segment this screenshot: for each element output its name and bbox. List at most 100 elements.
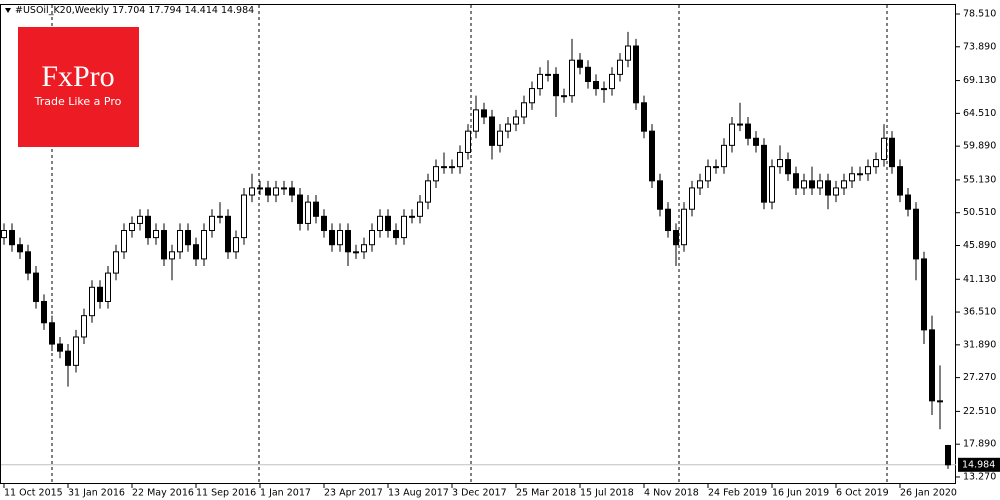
candle-body — [537, 73, 543, 90]
x-tick-label: 15 Jul 2018 — [580, 488, 634, 499]
candle-body — [49, 322, 55, 345]
close-value: 14.984 — [221, 5, 254, 16]
price-label: 14.984 — [962, 459, 995, 470]
candle-body — [849, 173, 855, 182]
candle-body — [361, 244, 367, 253]
candle-body — [153, 230, 159, 239]
candle-body — [441, 166, 447, 169]
candle-body — [241, 194, 247, 239]
candle-body — [297, 194, 303, 224]
candle-body — [673, 230, 679, 246]
candle-body — [561, 95, 567, 98]
candle-body — [265, 187, 271, 196]
y-tick-label: 27.270 — [963, 372, 996, 383]
candle-body — [329, 230, 335, 246]
y-tick-label: 13.270 — [963, 471, 996, 482]
candle-body — [897, 166, 903, 196]
candle-body — [81, 315, 87, 338]
x-tick-label: 22 May 2016 — [132, 488, 194, 499]
candle-body — [9, 230, 15, 246]
candle-body — [289, 187, 295, 196]
candle-body — [681, 208, 687, 246]
candle-body — [321, 215, 327, 232]
y-tick-label: 69.130 — [963, 75, 996, 86]
candle-body — [889, 137, 895, 168]
low-value: 14.414 — [185, 5, 218, 16]
candle-body — [577, 59, 583, 68]
candle-body — [609, 73, 615, 90]
candle-body — [761, 144, 767, 203]
open-value: 17.704 — [112, 5, 145, 16]
y-tick-label: 17.890 — [963, 439, 996, 450]
candle-body — [401, 215, 407, 239]
candle-body — [617, 59, 623, 75]
candle-body — [385, 215, 391, 232]
candle-body — [433, 166, 439, 182]
candle-body — [353, 251, 359, 254]
candle-body — [169, 251, 175, 260]
candle-body — [833, 187, 839, 196]
candle-body — [249, 187, 255, 196]
candle-body — [777, 159, 783, 168]
candle-body — [305, 201, 311, 224]
symbol: #USOil_K20,Weekly — [15, 5, 109, 16]
candle-body — [737, 123, 743, 126]
x-tick-label: 1 Jan 2017 — [260, 488, 311, 499]
candle-body — [369, 230, 375, 246]
plot-frame — [0, 4, 956, 484]
y-tick-label: 41.130 — [963, 274, 996, 285]
candle-body — [473, 109, 479, 132]
candle-body — [449, 166, 455, 169]
candle-body — [393, 230, 399, 239]
x-tick-label: 24 Feb 2019 — [708, 488, 767, 499]
candle-body — [665, 208, 671, 232]
candle-body — [729, 123, 735, 146]
candle-body — [929, 329, 935, 402]
candle-body — [73, 336, 79, 366]
candle-body — [121, 230, 127, 253]
y-tick-label: 45.890 — [963, 240, 996, 251]
candle-body — [689, 187, 695, 210]
candle-body — [921, 258, 927, 331]
y-tick-label: 31.890 — [963, 339, 996, 350]
candle-body — [873, 159, 879, 168]
y-tick-label: 55.130 — [963, 174, 996, 185]
candle-body — [89, 286, 95, 317]
candle-body — [601, 88, 607, 91]
candle-body — [337, 230, 343, 246]
x-tick-label: 6 Oct 2019 — [836, 488, 889, 499]
candle-body — [649, 130, 655, 182]
candle-body — [633, 45, 639, 104]
candle-body — [545, 73, 551, 76]
y-tick-label: 22.510 — [963, 406, 996, 417]
candle-body — [753, 137, 759, 146]
candle-body — [529, 88, 535, 104]
candle-body — [257, 187, 263, 190]
x-tick-label: 11 Oct 2015 — [4, 488, 63, 499]
candle-body — [417, 201, 423, 217]
candle-body — [657, 180, 663, 210]
candle-body — [881, 137, 887, 161]
candle-body — [713, 166, 719, 169]
candle-body — [937, 400, 943, 403]
y-tick-label: 73.890 — [963, 41, 996, 52]
x-tick-label: 25 Mar 2018 — [516, 488, 576, 499]
y-tick-label: 36.510 — [963, 307, 996, 318]
x-tick-label: 31 Jan 2016 — [68, 488, 125, 499]
x-tick-label: 4 Nov 2018 — [644, 488, 699, 499]
x-tick-label: 11 Sep 2016 — [196, 488, 256, 499]
candle-body — [185, 230, 191, 246]
logo-box — [18, 27, 139, 147]
x-tick-label: 26 Jan 2020 — [900, 488, 957, 499]
candle-body — [113, 251, 119, 274]
candle-body — [345, 230, 351, 253]
candle-body — [201, 230, 207, 260]
candle-body — [945, 445, 951, 466]
candle-body — [41, 300, 47, 324]
candle-body — [497, 130, 503, 146]
y-tick-label: 78.510 — [963, 9, 996, 20]
candle-body — [705, 166, 711, 182]
candle-body — [913, 208, 919, 260]
candle-body — [505, 123, 511, 132]
